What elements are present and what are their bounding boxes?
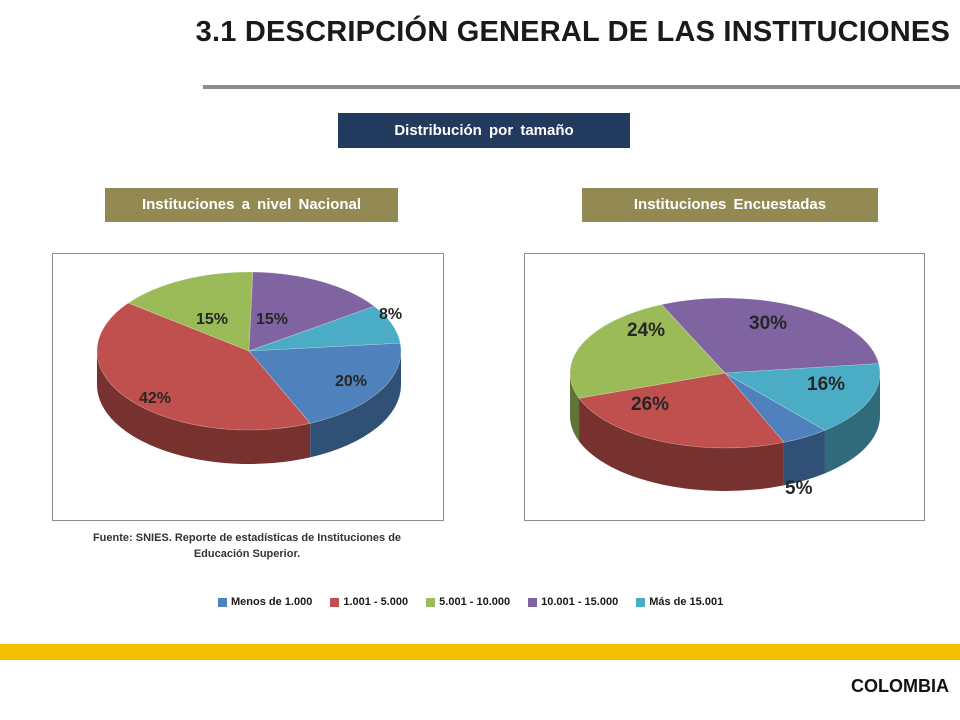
surveyed-pie-chart: 5% 26% 24% 30% 16% bbox=[524, 253, 925, 521]
surveyed-chart-title: Instituciones Encuestadas bbox=[582, 188, 878, 222]
national-pie-slice-mas-15001 bbox=[248, 305, 401, 352]
legend-swatch-1001-5000 bbox=[330, 597, 340, 607]
surveyed-pie-slice-10001-15000 bbox=[661, 297, 880, 374]
legend-item-menos-1000: Menos de 1.000 bbox=[218, 596, 312, 608]
national-pie-side-1001-5000 bbox=[97, 351, 311, 464]
national-label-5001-10000: 15% bbox=[196, 311, 229, 328]
national-pie-slice-menos-1000 bbox=[248, 342, 402, 424]
surveyed-pie-side-5001-10000 bbox=[570, 373, 580, 442]
legend-item-mas-15001: Más de 15.001 bbox=[636, 596, 723, 608]
legend-label-5001-10000: 5.001 - 10.000 bbox=[439, 596, 511, 608]
national-pie-slice-1001-5000 bbox=[96, 302, 311, 431]
surveyed-label-mas-15001: 16% bbox=[807, 374, 846, 395]
surveyed-pie-top bbox=[569, 297, 881, 449]
surveyed-label-menos-1000: 5% bbox=[785, 478, 813, 499]
surveyed-pie-slice-1001-5000 bbox=[578, 372, 785, 449]
national-pie-svg bbox=[96, 271, 402, 464]
legend-item-5001-10000: 5.001 - 10.000 bbox=[426, 596, 510, 608]
footer-yellow-bar bbox=[0, 644, 960, 660]
surveyed-pie-side-mas-15001 bbox=[824, 373, 880, 474]
legend-item-10001-15000: 10.001 - 15.000 bbox=[528, 596, 618, 608]
national-label-10001-15000: 15% bbox=[256, 311, 289, 328]
source-note-line-1: Fuente: SNIES. Reporte de estadísticas d… bbox=[92, 532, 402, 544]
legend-label-1001-5000: 1.001 - 5.000 bbox=[343, 596, 409, 608]
national-pie-side-walls bbox=[97, 351, 401, 464]
legend-label-10001-15000: 10.001 - 15.000 bbox=[541, 596, 619, 608]
national-pie-chart: 20% 42% 15% 15% 8% bbox=[52, 253, 444, 521]
national-pie-top bbox=[96, 271, 402, 431]
national-pie-side-menos-1000 bbox=[310, 351, 401, 458]
surveyed-pie-side-1001-5000 bbox=[579, 398, 784, 491]
surveyed-pie-slice-mas-15001 bbox=[723, 363, 881, 431]
surveyed-pie-slice-5001-10000 bbox=[569, 304, 726, 399]
footer-country: COLOMBIA bbox=[851, 676, 949, 696]
surveyed-pie-side-walls bbox=[570, 373, 880, 491]
national-pie-slice-5001-10000 bbox=[127, 271, 254, 352]
chart-legend: Menos de 1.000 1.001 - 5.000 5.001 - 10.… bbox=[218, 592, 741, 612]
surveyed-pie-slice-menos-1000 bbox=[724, 372, 826, 443]
national-pie-slice-10001-15000 bbox=[248, 271, 375, 352]
national-label-mas-15001: 8% bbox=[379, 306, 403, 323]
surveyed-label-5001-10000: 24% bbox=[627, 320, 666, 341]
page-title: 3.1 DESCRIPCIÓN GENERAL DE LAS INSTITUCI… bbox=[195, 16, 950, 48]
legend-swatch-10001-15000 bbox=[528, 597, 538, 607]
legend-label-mas-15001: Más de 15.001 bbox=[649, 596, 724, 608]
surveyed-label-10001-15000: 30% bbox=[749, 313, 788, 334]
title-underline bbox=[203, 85, 960, 89]
national-chart-title: Instituciones a nivel Nacional bbox=[105, 188, 398, 222]
distribution-label: Distribución por tamaño bbox=[338, 113, 630, 148]
national-label-menos-1000: 20% bbox=[335, 373, 368, 390]
surveyed-pie-svg bbox=[569, 297, 881, 491]
surveyed-label-1001-5000: 26% bbox=[631, 394, 670, 415]
source-note-line-2: Educación Superior. bbox=[193, 548, 301, 560]
legend-item-1001-5000: 1.001 - 5.000 bbox=[330, 596, 408, 608]
national-label-1001-5000: 42% bbox=[139, 390, 172, 407]
legend-swatch-mas-15001 bbox=[636, 597, 646, 607]
surveyed-pie-side-menos-1000 bbox=[783, 430, 825, 486]
source-note: Fuente: SNIES. Reporte de estadísticas d… bbox=[52, 530, 442, 562]
legend-label-menos-1000: Menos de 1.000 bbox=[231, 596, 313, 608]
legend-swatch-menos-1000 bbox=[218, 597, 227, 607]
legend-swatch-5001-10000 bbox=[426, 597, 436, 607]
